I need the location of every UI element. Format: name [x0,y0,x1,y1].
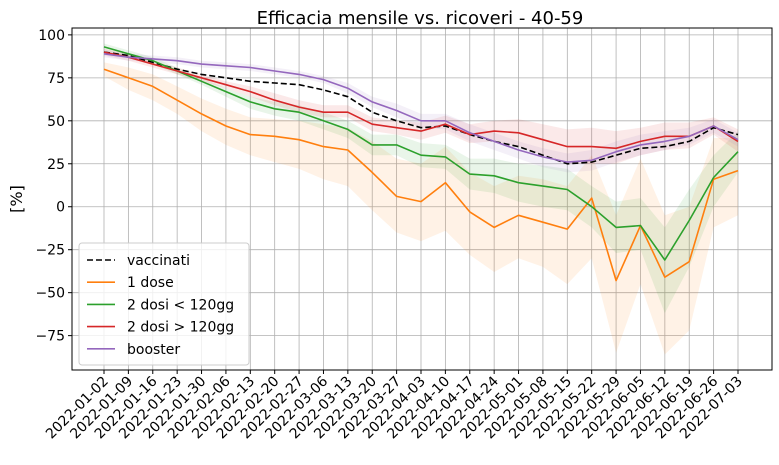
band-2-dosi-120gg [104,43,738,314]
band-2-dosi-120gg [104,48,738,164]
legend: vaccinati 1 dose 2 dosi < 120gg 2 dosi > 12… [78,242,250,366]
series-line-booster [103,53,739,163]
y-tick-label: 25 [47,157,65,173]
legend-label: 2 dosi < 120gg [127,297,234,313]
y-tick-label: 75 [47,71,65,87]
series-lines [103,46,739,282]
legend-label: booster [127,342,180,358]
y-ticks: −75 −50 −25 0 25 50 75 100 [35,28,72,345]
legend-label: 1 dose [127,275,174,291]
legend-box [78,242,250,366]
series-line-vaccinati [103,51,739,165]
y-tick-label: −25 [35,243,65,259]
series-line-1-dose [103,68,739,282]
y-tick-label: 100 [38,28,65,44]
band-booster [104,50,738,173]
plot-frame [71,27,773,371]
y-tick-label: 0 [56,200,65,216]
y-axis-label: [%] [7,185,26,213]
legend-label: 2 dosi > 120gg [127,320,234,336]
series-line-2-dosi-120gg [103,46,739,261]
x-ticks: 2022-01-022022-01-092022-01-162022-01-23… [43,370,746,442]
y-tick-label: −75 [35,329,65,345]
legend-label: vaccinati [127,253,190,269]
chart-title: Efficacia mensile vs. ricoveri - 40-59 [257,8,584,29]
y-tick-label: 50 [47,114,65,130]
y-tick-label: −50 [35,286,65,302]
series-line-2-dosi-120gg [103,51,739,150]
